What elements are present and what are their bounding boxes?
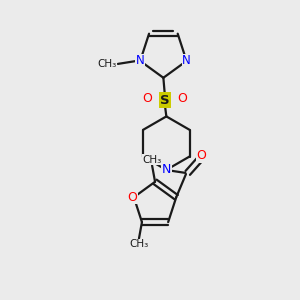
Text: O: O <box>196 149 206 162</box>
Text: O: O <box>177 92 187 105</box>
Text: N: N <box>182 54 191 68</box>
Text: CH₃: CH₃ <box>129 239 148 249</box>
Text: CH₃: CH₃ <box>142 154 162 164</box>
Text: O: O <box>143 92 153 105</box>
Text: CH₃: CH₃ <box>97 58 116 69</box>
Text: O: O <box>127 191 137 204</box>
Text: N: N <box>136 54 145 68</box>
Text: N: N <box>162 163 171 176</box>
Text: S: S <box>160 94 170 106</box>
